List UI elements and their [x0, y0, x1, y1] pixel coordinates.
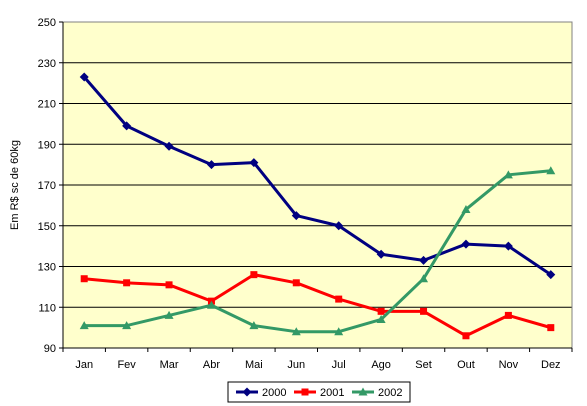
y-tick-label: 170 [38, 180, 56, 192]
data-point-2000 [546, 270, 556, 280]
legend-item-2002: 2002 [352, 387, 402, 399]
x-tick-label: Jun [287, 359, 305, 371]
data-point-2002 [376, 314, 386, 323]
y-tick-label: 130 [38, 262, 56, 274]
x-tick-label: Mai [245, 359, 263, 371]
y-tick-label: 250 [38, 17, 56, 29]
y-axis-ticks: 90 110 130 150 170 190 210 230 250 [38, 17, 63, 355]
data-point-2000 [122, 121, 132, 131]
data-point-2002 [546, 166, 556, 175]
x-tick-label: Mar [160, 359, 179, 371]
x-tick-label: Ago [371, 359, 391, 371]
legend-label: 2001 [320, 387, 344, 399]
x-tick-label: Jan [75, 359, 93, 371]
data-point-2001 [250, 271, 258, 279]
series-line-2000 [83, 76, 552, 276]
data-point-2002 [334, 327, 344, 336]
legend-marker [358, 387, 368, 396]
legend-item-2001: 2001 [294, 387, 344, 399]
x-tick-label: Fev [117, 359, 136, 371]
data-point-2001 [80, 275, 88, 283]
legend-marker [242, 387, 252, 397]
data-point-2000 [461, 239, 471, 249]
series-line-2001 [84, 273, 552, 338]
data-point-2000 [419, 255, 429, 265]
data-point-2000 [503, 241, 513, 251]
x-tick-label: Abr [203, 359, 220, 371]
data-point-2000 [376, 249, 386, 259]
series-2000 [79, 72, 556, 280]
legend-label: 2000 [262, 387, 286, 399]
x-tick-label: Nov [499, 359, 519, 371]
data-point-2001 [504, 311, 512, 319]
data-point-2002 [249, 321, 259, 330]
y-tick-label: 150 [38, 221, 56, 233]
legend-item-2000: 2000 [236, 387, 286, 399]
data-point-2001 [547, 324, 555, 332]
x-tick-label: Set [415, 359, 432, 371]
data-point-2002 [419, 274, 429, 283]
x-axis-ticks: Jan Fev Mar Abr Mai Jun Jul Ago Set Out Nov Dez [62, 348, 573, 371]
legend-label: 2002 [378, 387, 402, 399]
y-tick-label: 230 [38, 58, 56, 70]
data-point-2002 [79, 321, 89, 330]
data-point-2001 [335, 295, 343, 303]
data-point-2002 [122, 321, 132, 330]
data-point-2001 [292, 279, 300, 287]
y-tick-label: 190 [38, 139, 56, 151]
legend: 2000 2001 2002 [227, 381, 411, 403]
data-point-2001 [165, 281, 173, 289]
legend-marker [301, 388, 309, 396]
data-point-2002 [503, 170, 513, 179]
data-point-2002 [206, 300, 216, 309]
data-point-2001 [420, 307, 428, 315]
data-point-2001 [462, 332, 470, 340]
x-tick-label: Jul [332, 359, 346, 371]
x-tick-label: Out [457, 359, 475, 371]
data-point-2000 [79, 72, 89, 82]
data-point-2002 [164, 310, 174, 319]
legend-box [227, 381, 411, 403]
data-point-2001 [123, 279, 131, 287]
data-point-2002 [291, 327, 301, 336]
series-2001 [80, 271, 555, 340]
data-point-2000 [291, 211, 301, 221]
y-tick-label: 90 [44, 343, 56, 355]
y-axis-label: Em R$ sc de 60kg [9, 140, 21, 230]
data-point-2001 [377, 307, 385, 315]
data-point-2002 [461, 204, 471, 213]
x-tick-label: Dez [541, 359, 561, 371]
data-point-2000 [206, 160, 216, 170]
series-group [79, 72, 556, 340]
y-tick-label: 210 [38, 99, 56, 111]
series-2002 [79, 166, 556, 336]
data-point-2000 [334, 221, 344, 231]
series-line-2002 [84, 169, 551, 334]
y-tick-label: 110 [38, 302, 56, 314]
data-point-2000 [164, 141, 174, 151]
data-point-2000 [249, 158, 259, 168]
